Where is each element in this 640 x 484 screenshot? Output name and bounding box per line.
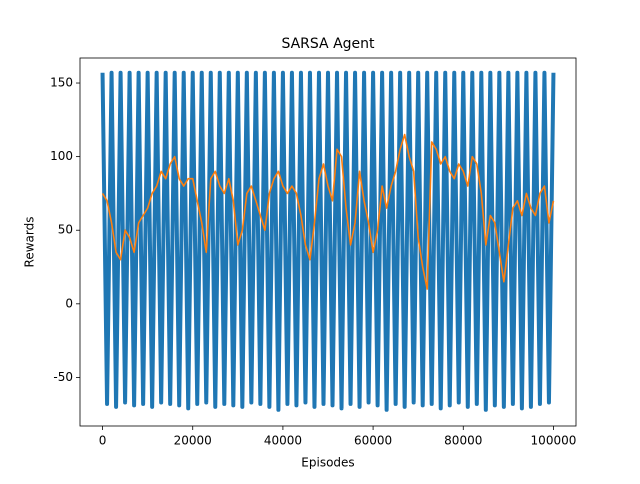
x-tick-label: 0 <box>99 434 107 448</box>
y-tick-label: 50 <box>58 223 73 237</box>
series-line <box>101 133 555 290</box>
x-axis-label: Episodes <box>301 456 354 470</box>
y-tick-label: 150 <box>50 76 73 90</box>
y-tick-label: -50 <box>53 370 73 384</box>
plot-area <box>100 70 556 412</box>
axes-frame <box>79 57 577 427</box>
x-tick-label: 80000 <box>444 434 482 448</box>
x-tick-label: 40000 <box>264 434 302 448</box>
y-tick-label: 100 <box>50 149 73 163</box>
y-tick-label: 0 <box>65 296 73 310</box>
x-tick-label: 20000 <box>174 434 212 448</box>
x-tick-label: 100000 <box>531 434 577 448</box>
chart-title: SARSA Agent <box>281 36 375 52</box>
y-axis-label: Rewards <box>23 217 37 268</box>
x-tick-label: 60000 <box>354 434 392 448</box>
series-line <box>100 70 556 412</box>
